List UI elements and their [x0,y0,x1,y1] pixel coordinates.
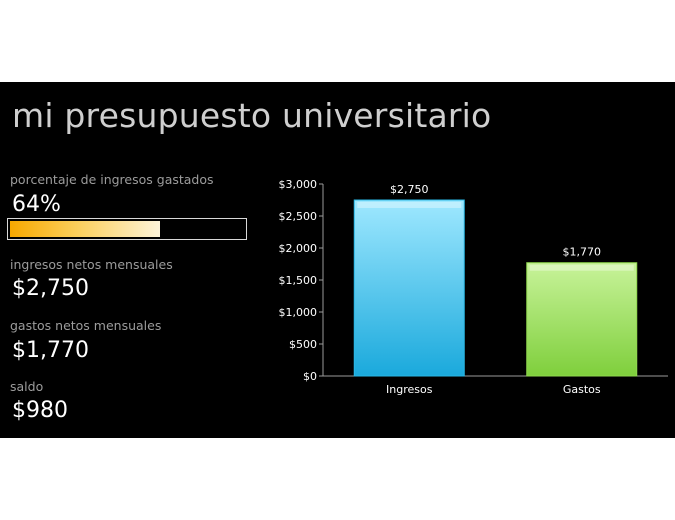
y-tick-label: $2,500 [279,210,318,223]
bar-highlight [357,202,462,208]
bar-data-label: $1,770 [563,246,602,259]
x-category-label: Ingresos [386,383,433,396]
slide-title: mi presupuesto universitario [12,96,492,135]
slide: mi presupuesto universitario porcentaje … [0,82,675,438]
y-tick-label: $1,500 [279,274,318,287]
expenses-label: gastos netos mensuales [10,318,162,333]
budget-bar-chart: $0 $500 $1,000 $1,500 $2,000 $2,500 $3,000 $2,… [279,178,668,396]
y-tick-label: $1,000 [279,306,318,319]
x-category-label: Gastos [563,383,601,396]
income-label: ingresos netos mensuales [10,257,173,272]
balance-value: $980 [12,398,68,423]
y-tick-label: $0 [303,370,317,383]
y-tick-label: $3,000 [279,178,318,191]
bar-data-label: $2,750 [390,183,429,196]
bar-ingresos [353,199,465,377]
percent-spent-label: porcentaje de ingresos gastados [10,172,214,187]
percent-spent-value: 64% [12,192,61,217]
expenses-value: $1,770 [12,338,89,363]
income-value: $2,750 [12,276,89,301]
bar-gastos [526,262,638,377]
y-tick-label: $500 [289,338,317,351]
bar-highlight [529,264,634,271]
percent-spent-bar [7,218,247,240]
percent-spent-bar-fill [10,221,160,237]
balance-label: saldo [10,379,44,394]
y-tick-label: $2,000 [279,242,318,255]
